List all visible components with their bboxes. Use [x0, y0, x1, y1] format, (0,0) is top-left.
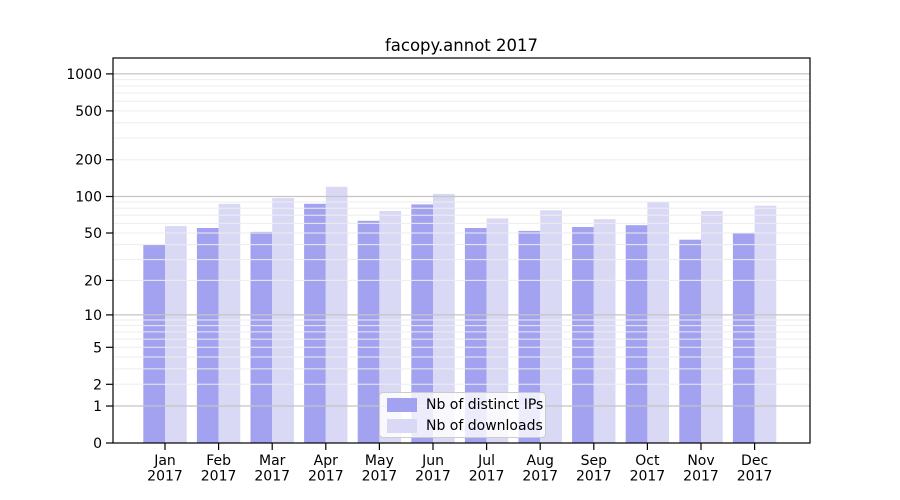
bar-downloads-dec	[754, 205, 777, 443]
bar-distinct-ips-jan	[143, 244, 165, 443]
x-tick-label: Oct 2017	[630, 453, 666, 485]
x-tick-label: Sep 2017	[576, 453, 612, 485]
legend-label-downloads: Nb of downloads	[426, 417, 543, 434]
y-tick-label: 200	[75, 153, 102, 169]
bar-downloads-oct	[647, 201, 670, 443]
x-tick-label: Mar 2017	[254, 453, 290, 485]
y-tick-label: 10	[84, 308, 102, 324]
legend: Nb of distinct IPs Nb of downloads	[379, 392, 546, 438]
bar-downloads-sep	[593, 219, 616, 443]
plot-border	[112, 57, 811, 444]
y-tick-label: 5	[93, 340, 102, 356]
bar-downloads-aug	[540, 210, 562, 443]
x-tick-label: Dec 2017	[737, 453, 773, 485]
y-tick-label: 1000	[66, 67, 102, 83]
bar-distinct-ips-jun	[411, 204, 433, 443]
y-tick-label: 2	[93, 377, 102, 393]
x-tick-label: Jul 2017	[469, 453, 505, 485]
bar-distinct-ips-apr	[304, 203, 326, 443]
legend-swatch-distinct-ips-icon	[387, 397, 417, 412]
x-tick-label: May 2017	[362, 453, 398, 485]
bar-distinct-ips-mar	[250, 231, 273, 443]
x-tick-label: Feb 2017	[201, 453, 237, 485]
bar-distinct-ips-aug	[518, 230, 541, 443]
legend-label-distinct-ips: Nb of distinct IPs	[426, 396, 544, 413]
y-tick-label: 0	[93, 436, 102, 452]
chart-title: facopy.annot 2017	[384, 36, 539, 55]
y-tick-label: 50	[84, 226, 102, 242]
bar-downloads-jun	[433, 193, 455, 443]
bar-downloads-jul	[486, 218, 509, 443]
grid-layer	[113, 73, 810, 407]
x-tick-label: Jan 2017	[147, 453, 183, 485]
y-tick-label: 500	[75, 104, 102, 120]
bar-distinct-ips-sep	[572, 227, 594, 443]
bar-downloads-feb	[218, 203, 241, 443]
legend-item-downloads: Nb of downloads	[387, 418, 543, 433]
bars-layer	[143, 186, 777, 444]
axes-layer: 0 1 2 5 10 20 50 100 200 500 1000 Jan 2017 Feb 2017 Mar…	[66, 57, 811, 485]
legend-item-distinct-ips: Nb of distinct IPs	[387, 397, 543, 412]
legend-swatch-downloads-icon	[387, 418, 417, 433]
bar-distinct-ips-nov	[679, 239, 701, 443]
bar-distinct-ips-oct	[625, 225, 648, 443]
x-tick-label: Nov 2017	[683, 453, 719, 485]
y-tick-label: 20	[84, 273, 102, 289]
y-tick-label: 1	[93, 399, 102, 415]
x-tick-label: Aug 2017	[522, 453, 558, 485]
bar-downloads-jan	[165, 226, 187, 443]
x-tick-label: Jun 2017	[415, 453, 451, 485]
y-tick-label: 100	[75, 190, 102, 206]
bar-distinct-ips-feb	[196, 228, 219, 443]
bar-distinct-ips-dec	[732, 233, 755, 443]
bar-downloads-nov	[701, 211, 723, 443]
bar-distinct-ips-jul	[464, 228, 487, 443]
x-tick-label: Apr 2017	[308, 453, 344, 485]
bar-downloads-may	[379, 211, 402, 443]
